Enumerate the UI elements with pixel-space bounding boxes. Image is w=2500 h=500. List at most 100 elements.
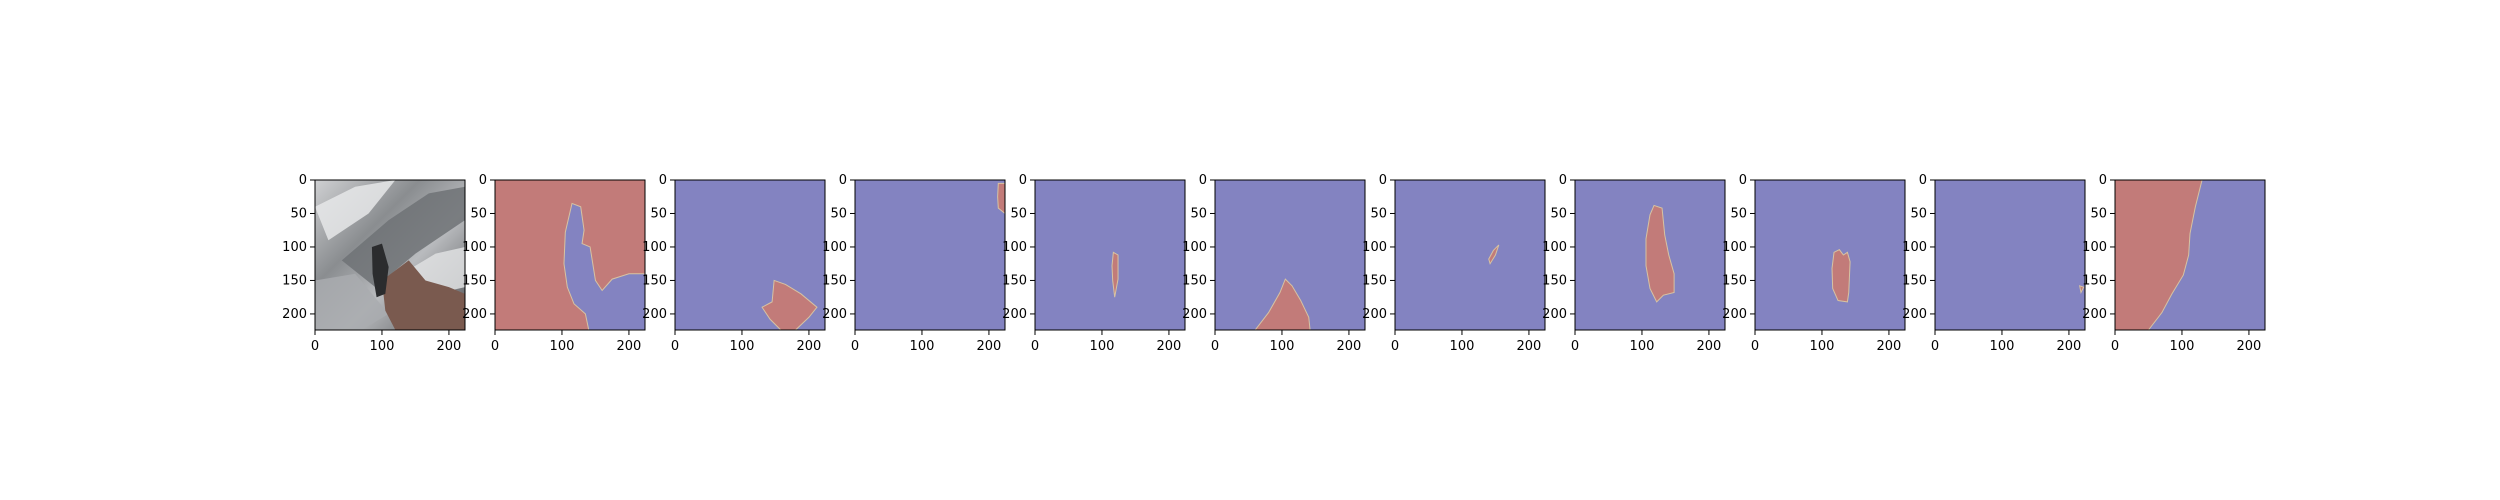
y-tick-label: 200	[282, 307, 307, 322]
y-tick-label: 200	[1362, 307, 1387, 322]
x-tick-label: 0	[491, 339, 499, 354]
y-tick-label: 150	[1722, 273, 1747, 288]
y-tick-label: 100	[1362, 240, 1387, 255]
y-tick-label: 200	[822, 307, 847, 322]
fabric-fold	[315, 180, 396, 241]
x-tick-label: 0	[1211, 339, 1219, 354]
y-tick-label: 150	[1002, 273, 1027, 288]
panel-9: 0 50 100 150 200 0 100 200	[1722, 173, 1906, 354]
axes-frame	[674, 179, 826, 331]
hand-shape	[381, 260, 465, 330]
mask-region	[1645, 204, 1675, 303]
mask-region	[997, 182, 1005, 215]
x-tick-label: 100	[1450, 339, 1475, 354]
y-tick-label: 150	[462, 273, 487, 288]
mask-region	[1831, 249, 1851, 303]
y-tick-label: 150	[1542, 273, 1567, 288]
x-tick-label: 0	[1391, 339, 1399, 354]
mask-background	[1935, 180, 2085, 330]
y-tick-label: 0	[479, 173, 487, 188]
y-tick-label: 100	[1002, 240, 1027, 255]
y-tick-label: 0	[1379, 173, 1387, 188]
mask-region	[1111, 251, 1119, 298]
y-tick-label: 200	[1902, 307, 1927, 322]
y-tick-label: 100	[1902, 240, 1927, 255]
y-tick-label: 0	[659, 173, 667, 188]
mask-region	[1488, 244, 1500, 265]
axes-frame	[494, 179, 646, 331]
y-tick-label: 50	[650, 206, 667, 221]
mask-region	[2115, 180, 2203, 330]
axes-frame	[1214, 179, 1366, 331]
x-tick-label: 100	[1990, 339, 2015, 354]
y-tick-label: 200	[1542, 307, 1567, 322]
x-tick-label: 200	[2237, 339, 2262, 354]
x-tick-label: 200	[1157, 339, 1182, 354]
y-tick-label: 0	[2099, 173, 2107, 188]
x-tick-label: 200	[1517, 339, 1542, 354]
x-tick-label: 200	[1697, 339, 1722, 354]
x-tick-label: 200	[437, 339, 462, 354]
y-tick-label: 150	[2082, 273, 2107, 288]
y-tick-label: 200	[2082, 307, 2107, 322]
x-tick-label: 200	[1337, 339, 1362, 354]
fabric-fold	[315, 273, 389, 330]
panel-6: 0 50 100 150 200 0 100 200	[1182, 173, 1366, 354]
x-tick-label: 100	[1810, 339, 1835, 354]
y-tick-label: 50	[1010, 206, 1027, 221]
y-tick-label: 150	[642, 273, 667, 288]
axes-frame	[854, 179, 1006, 331]
x-tick-label: 200	[797, 339, 822, 354]
x-tick-label: 100	[730, 339, 755, 354]
x-tick-label: 0	[311, 339, 319, 354]
axes-frame	[1394, 179, 1546, 331]
x-tick-label: 100	[1630, 339, 1655, 354]
y-tick-label: 50	[1370, 206, 1387, 221]
y-tick-label: 200	[1182, 307, 1207, 322]
panel-7: 0 50 100 150 200 0 100 200	[1362, 173, 1546, 354]
y-tick-label: 100	[822, 240, 847, 255]
y-tick-label: 0	[839, 173, 847, 188]
axes-frame	[1754, 179, 1906, 331]
axes-frame	[2114, 179, 2266, 331]
y-tick-label: 200	[642, 307, 667, 322]
mask-region	[2078, 285, 2085, 295]
panel-10: 0 50 100 150 200 0 100 200	[1902, 173, 2086, 354]
mask-region	[563, 202, 645, 330]
y-tick-label: 0	[1019, 173, 1027, 188]
mask-region	[761, 279, 818, 330]
panel-1: 0 50 100 150 200 0 100 200	[282, 173, 466, 354]
x-tick-label: 200	[977, 339, 1002, 354]
y-tick-label: 0	[1739, 173, 1747, 188]
x-tick-label: 0	[1751, 339, 1759, 354]
y-tick-label: 0	[299, 173, 307, 188]
x-tick-label: 100	[550, 339, 575, 354]
x-tick-label: 0	[1571, 339, 1579, 354]
y-tick-label: 0	[1919, 173, 1927, 188]
mask-region	[1254, 278, 1311, 330]
mask-background	[1755, 180, 1905, 330]
y-tick-label: 50	[290, 206, 307, 221]
y-tick-label: 100	[1722, 240, 1747, 255]
panel-8: 0 50 100 150 200 0 100 200	[1542, 173, 1726, 354]
mask-background	[855, 180, 1005, 330]
y-tick-label: 100	[642, 240, 667, 255]
panel-11: 0 50 100 150 200 0 100 200	[2082, 173, 2266, 354]
axes-frame	[1034, 179, 1186, 331]
x-tick-label: 100	[910, 339, 935, 354]
x-tick-label: 100	[2170, 339, 2195, 354]
y-tick-label: 50	[830, 206, 847, 221]
y-tick-label: 200	[1722, 307, 1747, 322]
panel-3: 0 50 100 150 200 0 100 200	[642, 173, 826, 354]
y-tick-label: 0	[1199, 173, 1207, 188]
x-tick-label: 0	[851, 339, 859, 354]
panel-5: 0 50 100 150 200 0 100 200	[1002, 173, 1186, 354]
glove-shape	[371, 243, 389, 298]
x-tick-label: 200	[1877, 339, 1902, 354]
y-tick-label: 200	[1002, 307, 1027, 322]
y-tick-label: 0	[1559, 173, 1567, 188]
y-tick-label: 100	[462, 240, 487, 255]
x-tick-label: 100	[370, 339, 395, 354]
y-tick-label: 100	[2082, 240, 2107, 255]
